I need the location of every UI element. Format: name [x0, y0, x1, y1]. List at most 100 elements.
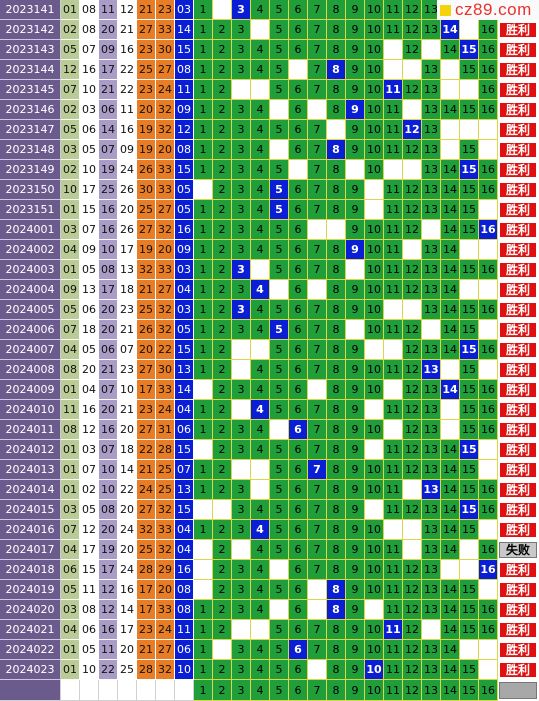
number-cell: 9 — [346, 540, 365, 560]
red-ball-cell: 26 — [118, 180, 137, 200]
red-ball-cell: 27 — [156, 200, 175, 220]
result-win-badge: 胜利 — [499, 82, 537, 98]
number-cell: 8 — [327, 520, 346, 540]
number-cell — [403, 300, 422, 320]
red-ball-cell: 16 — [80, 400, 99, 420]
number-cell: 6 — [289, 420, 308, 440]
number-cell — [384, 60, 403, 80]
number-cell — [308, 380, 327, 400]
red-ball-cell: 07 — [99, 140, 118, 160]
red-ball-cell: 12 — [61, 60, 80, 80]
red-ball-cell: 10 — [99, 240, 118, 260]
number-cell: 1 — [194, 600, 213, 620]
red-ball-cell: 03 — [80, 100, 99, 120]
number-cell: 4 — [251, 400, 270, 420]
number-cell: 10 — [365, 580, 384, 600]
period-cell: 2024007 — [0, 340, 61, 360]
red-ball-cell: 18 — [80, 320, 99, 340]
red-ball-cell: 24 — [156, 620, 175, 640]
number-cell: 4 — [251, 320, 270, 340]
number-cell — [251, 20, 270, 40]
number-cell: 12 — [403, 280, 422, 300]
number-cell: 2 — [213, 200, 232, 220]
number-cell: 1 — [194, 200, 213, 220]
red-ball-cell: 23 — [137, 400, 156, 420]
result-win-badge: 胜利 — [499, 442, 537, 458]
result-win-badge: 胜利 — [499, 122, 537, 138]
number-cell: 2 — [213, 460, 232, 480]
number-cell: 16 — [479, 40, 498, 60]
blue-ball-cell: 14 — [175, 380, 194, 400]
red-ball-cell: 07 — [80, 40, 99, 60]
number-cell: 2 — [213, 220, 232, 240]
number-cell: 5 — [270, 300, 289, 320]
red-ball-cell: 17 — [118, 240, 137, 260]
number-cell: 10 — [365, 380, 384, 400]
number-cell: 15 — [460, 400, 479, 420]
red-ball-cell: 32 — [156, 300, 175, 320]
number-cell: 2 — [213, 80, 232, 100]
number-cell: 12 — [403, 220, 422, 240]
red-ball-cell: 22 — [137, 440, 156, 460]
number-cell: 13 — [422, 260, 441, 280]
red-ball-cell: 33 — [156, 160, 175, 180]
number-cell — [479, 140, 498, 160]
number-cell: 16 — [479, 180, 498, 200]
number-cell — [194, 500, 213, 520]
red-ball-cell: 12 — [80, 420, 99, 440]
period-cell: 2024004 — [0, 280, 61, 300]
blue-ball-cell: 15 — [175, 440, 194, 460]
red-ball-cell: 10 — [99, 480, 118, 500]
number-cell: 4 — [251, 220, 270, 240]
logo-square-icon — [440, 4, 451, 16]
number-cell: 7 — [308, 200, 327, 220]
number-cell: 8 — [327, 260, 346, 280]
number-cell: 4 — [251, 240, 270, 260]
red-ball-cell: 24 — [137, 480, 156, 500]
blue-ball-cell: 03 — [175, 0, 194, 20]
number-cell: 5 — [270, 620, 289, 640]
number-cell: 6 — [289, 660, 308, 680]
result-win-badge: 胜利 — [499, 162, 537, 178]
number-cell: 15 — [460, 420, 479, 440]
number-cell: 9 — [346, 300, 365, 320]
number-cell — [194, 440, 213, 460]
period-cell: 2024022 — [0, 640, 61, 660]
red-ball-cell: 27 — [156, 60, 175, 80]
number-cell: 2 — [213, 280, 232, 300]
blue-ball-cell: 08 — [175, 140, 194, 160]
number-cell: 11 — [384, 440, 403, 460]
number-cell: 5 — [270, 480, 289, 500]
result-win-badge: 胜利 — [499, 242, 537, 258]
number-cell: 3 — [232, 520, 251, 540]
red-ball-cell: 19 — [137, 120, 156, 140]
number-cell: 11 — [384, 600, 403, 620]
red-ball-cell: 17 — [137, 600, 156, 620]
number-cell: 16 — [479, 160, 498, 180]
red-ball-cell: 03 — [61, 600, 80, 620]
number-cell: 15 — [460, 380, 479, 400]
number-cell: 4 — [251, 280, 270, 300]
number-cell — [441, 400, 460, 420]
number-cell — [479, 320, 498, 340]
number-cell: 1 — [194, 280, 213, 300]
number-cell: 14 — [441, 340, 460, 360]
number-cell: 7 — [308, 320, 327, 340]
number-cell: 1 — [194, 360, 213, 380]
number-cell: 15 — [460, 460, 479, 480]
red-ball-cell: 07 — [61, 520, 80, 540]
number-cell — [365, 440, 384, 460]
number-cell: 7 — [308, 620, 327, 640]
number-cell: 7 — [308, 420, 327, 440]
number-cell: 12 — [403, 340, 422, 360]
red-ball-cell: 12 — [118, 0, 137, 20]
number-cell: 5 — [270, 580, 289, 600]
number-cell — [422, 320, 441, 340]
number-cell: 13 — [422, 60, 441, 80]
number-cell — [365, 600, 384, 620]
number-cell: 6 — [289, 240, 308, 260]
number-cell: 7 — [308, 500, 327, 520]
red-ball-cell: 01 — [61, 440, 80, 460]
number-cell — [403, 100, 422, 120]
number-cell — [422, 40, 441, 60]
